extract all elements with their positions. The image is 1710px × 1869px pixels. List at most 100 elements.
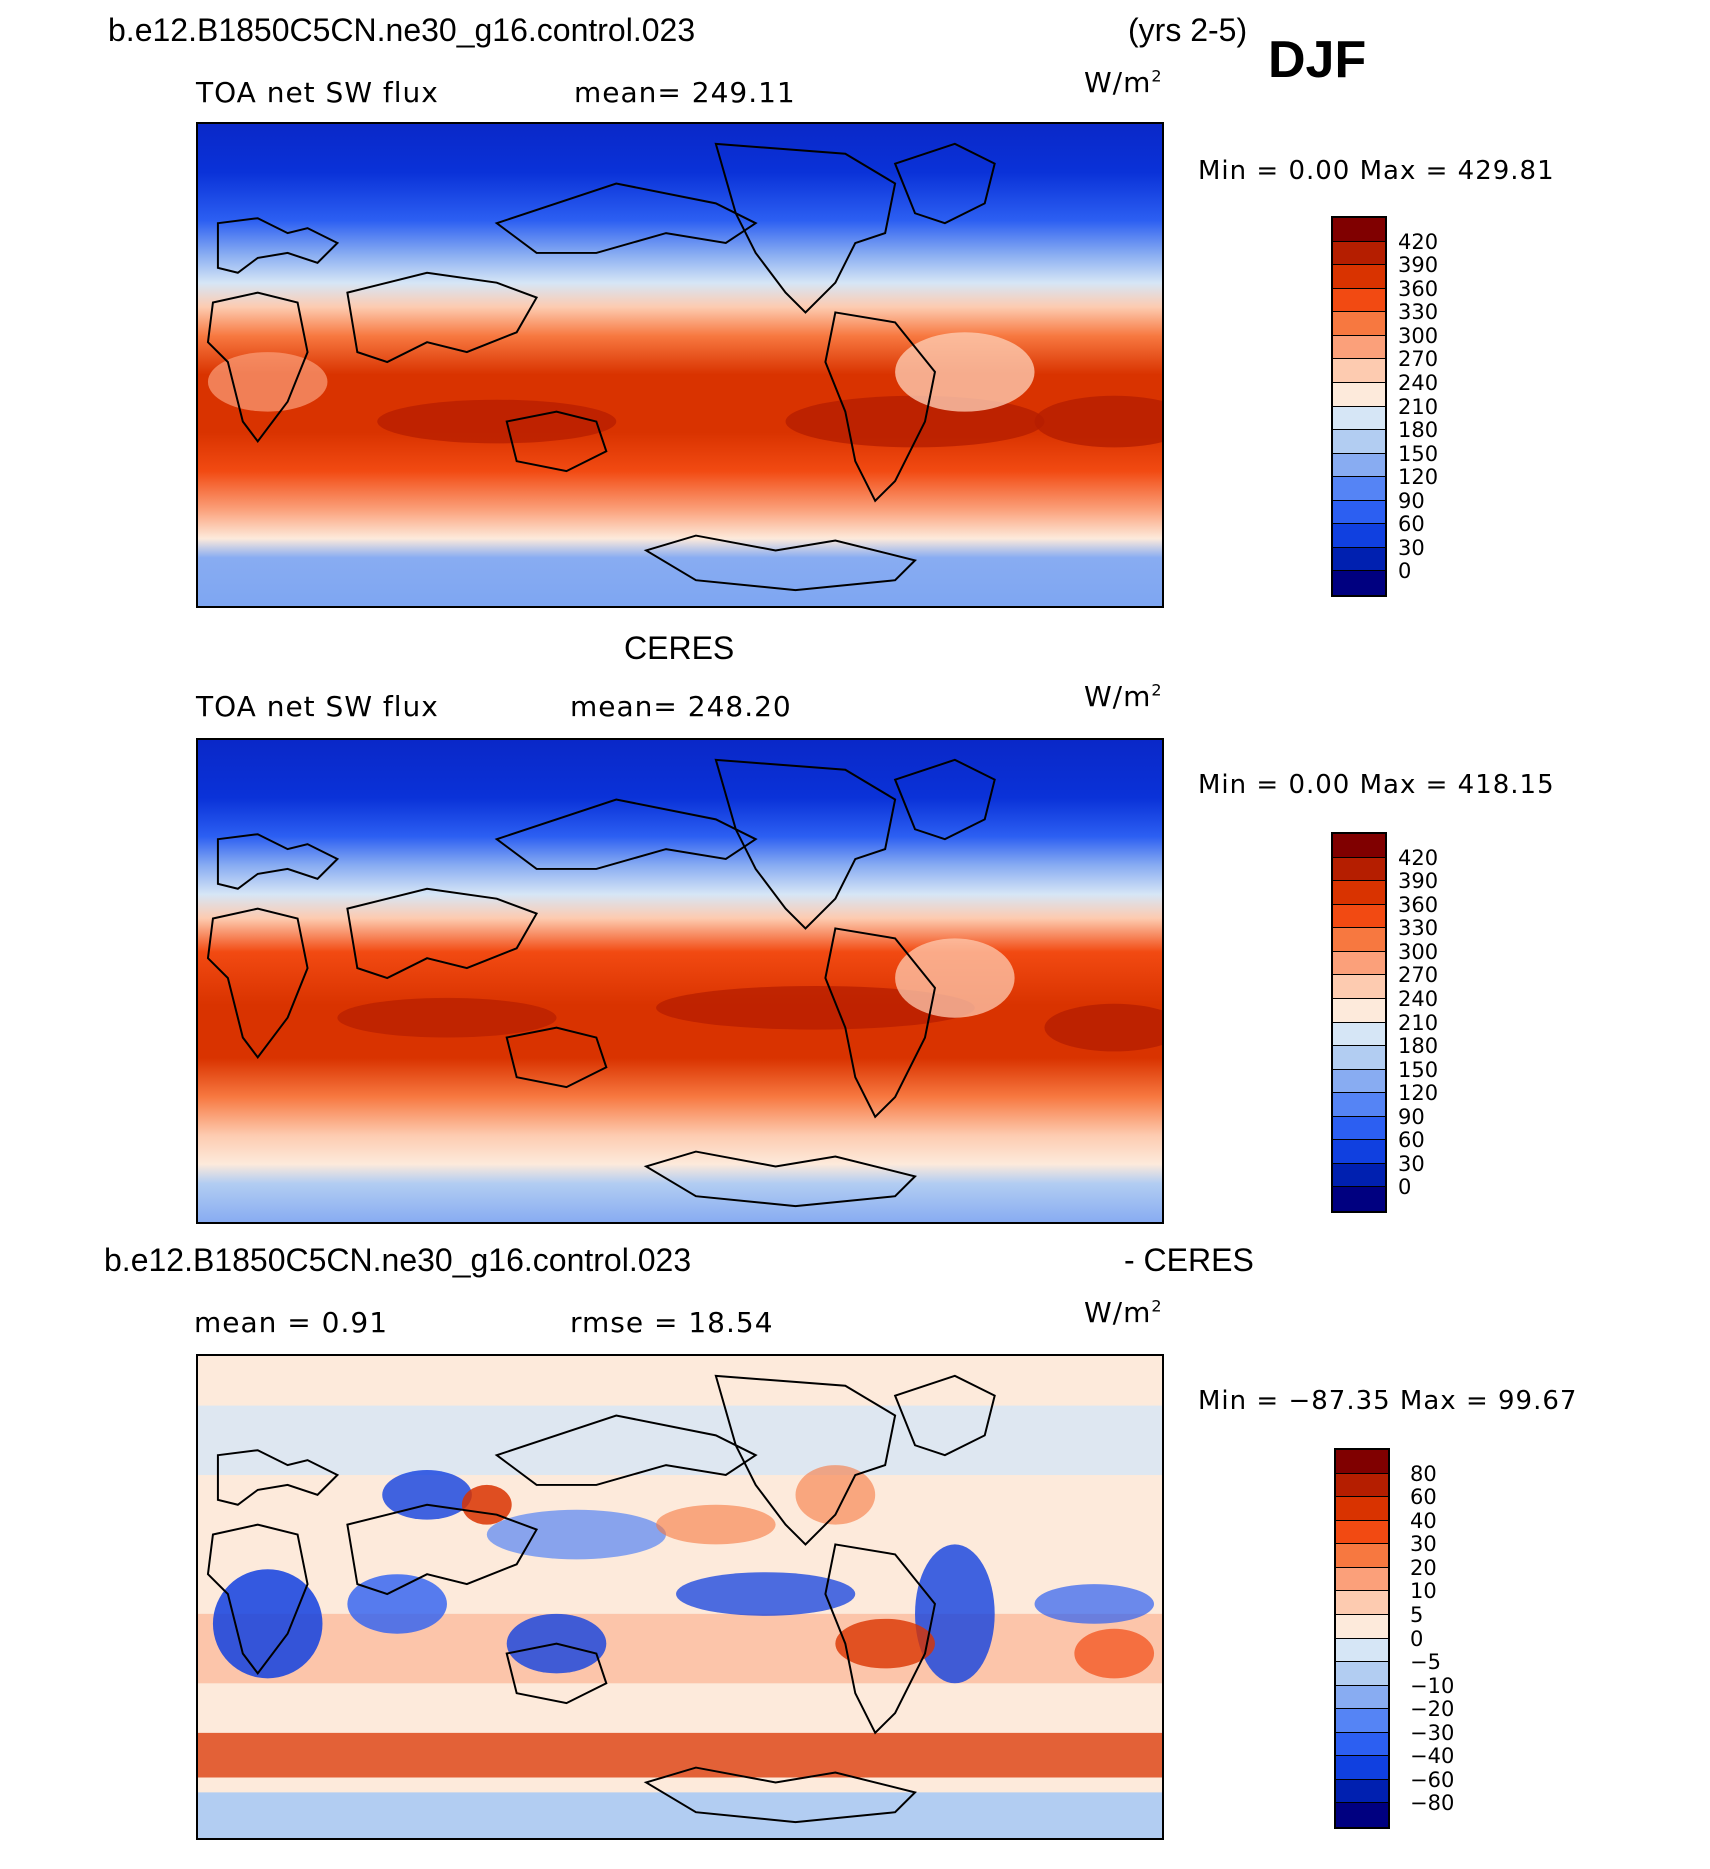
diff-colorbar	[1334, 1448, 1390, 1829]
colorbar-tick-label: 120	[1398, 465, 1439, 490]
case-title: b.e12.B1850C5CN.ne30_g16.control.023	[108, 12, 696, 48]
colorbar-tick-label: 60	[1410, 1485, 1437, 1510]
colorbar-swatch	[1336, 1544, 1388, 1568]
colorbar-swatch	[1336, 1591, 1388, 1615]
colorbar-swatch	[1336, 1638, 1388, 1663]
colorbar-tick-label: −10	[1410, 1673, 1455, 1698]
colorbar-tick-label: −80	[1410, 1791, 1455, 1816]
colorbar-tick-label: 90	[1398, 488, 1425, 513]
units-label: W/m2	[1084, 66, 1163, 99]
colorbar-swatch	[1336, 1473, 1388, 1498]
min-max-label: Min = 0.00 Max = 418.15	[1198, 770, 1555, 800]
colorbar-swatch	[1333, 218, 1385, 242]
colorbar-swatch	[1333, 265, 1385, 289]
colorbar-swatch	[1333, 1116, 1385, 1141]
colorbar-tick-label: 420	[1398, 845, 1439, 870]
colorbar-swatch	[1333, 312, 1385, 336]
colorbar-swatch	[1333, 1046, 1385, 1070]
colorbar-tick-label: 180	[1398, 418, 1439, 443]
colorbar-swatch	[1333, 359, 1385, 383]
units-label: W/m2	[1084, 1296, 1163, 1329]
units-label: W/m2	[1084, 680, 1163, 713]
colorbar-swatch	[1333, 500, 1385, 525]
colorbar-tick-label: 270	[1398, 963, 1439, 988]
min-max-label: Min = 0.00 Max = 429.81	[1198, 156, 1555, 186]
colorbar-swatch	[1336, 1779, 1388, 1804]
colorbar-swatch	[1333, 1163, 1385, 1188]
colorbar-swatch	[1333, 524, 1385, 548]
colorbar-tick-label: 300	[1398, 323, 1439, 348]
colorbar-tick-label: 240	[1398, 986, 1439, 1011]
colorbar-swatch	[1333, 1093, 1385, 1117]
model-map	[196, 122, 1164, 608]
colorbar-swatch	[1333, 1140, 1385, 1164]
diff-contour-field	[198, 1356, 1162, 1838]
colorbar-swatch	[1333, 241, 1385, 266]
colorbar-tick-label: 30	[1398, 1151, 1425, 1176]
colorbar-tick-label: 0	[1398, 1175, 1412, 1200]
colorbar-tick-label: 210	[1398, 394, 1439, 419]
colorbar-swatch	[1336, 1497, 1388, 1521]
colorbar-swatch	[1333, 406, 1385, 431]
colorbar-swatch	[1333, 904, 1385, 929]
obs-colorbar	[1331, 832, 1387, 1213]
model-colorbar	[1331, 216, 1387, 597]
variable-label: TOA net SW flux	[196, 690, 439, 723]
diff-title-right: - CERES	[1124, 1242, 1254, 1278]
colorbar-tick-label: 300	[1398, 939, 1439, 964]
colorbar-tick-label: 360	[1398, 892, 1439, 917]
colorbar-tick-label: 390	[1398, 253, 1439, 278]
colorbar-swatch	[1336, 1614, 1388, 1639]
obs-map	[196, 738, 1164, 1224]
colorbar-tick-label: 60	[1398, 1128, 1425, 1153]
years-label: (yrs 2-5)	[1128, 12, 1248, 48]
colorbar-tick-label: 30	[1410, 1532, 1437, 1557]
min-max-label: Min = −87.35 Max = 99.67	[1198, 1386, 1578, 1416]
colorbar-tick-label: 330	[1398, 916, 1439, 941]
colorbar-swatch	[1333, 453, 1385, 478]
colorbar-tick-label: 90	[1398, 1104, 1425, 1129]
colorbar-tick-label: 20	[1410, 1555, 1437, 1580]
colorbar-swatch	[1336, 1520, 1388, 1545]
obs-contour-field	[198, 740, 1162, 1222]
diff-mean-label: mean = 0.91	[194, 1306, 389, 1339]
mean-label: mean= 248.20	[570, 690, 792, 723]
colorbar-swatch	[1333, 1069, 1385, 1094]
colorbar-swatch	[1333, 571, 1385, 595]
colorbar-tick-label: 150	[1398, 1057, 1439, 1082]
colorbar-tick-label: 270	[1398, 347, 1439, 372]
colorbar-tick-label: −20	[1410, 1697, 1455, 1722]
colorbar-tick-label: 60	[1398, 512, 1425, 537]
colorbar-tick-label: 5	[1410, 1602, 1424, 1627]
colorbar-swatch	[1333, 335, 1385, 360]
colorbar-tick-label: −5	[1410, 1650, 1441, 1675]
colorbar-tick-label: 30	[1398, 535, 1425, 560]
colorbar-tick-label: 390	[1398, 869, 1439, 894]
variable-label: TOA net SW flux	[196, 76, 439, 109]
colorbar-tick-label: 0	[1398, 559, 1412, 584]
mean-label: mean= 249.11	[574, 76, 796, 109]
colorbar-swatch	[1333, 857, 1385, 882]
colorbar-swatch	[1333, 881, 1385, 905]
diff-title-left: b.e12.B1850C5CN.ne30_g16.control.023	[104, 1242, 692, 1278]
colorbar-tick-label: −60	[1410, 1767, 1455, 1792]
colorbar-swatch	[1333, 998, 1385, 1023]
obs-title: CERES	[624, 630, 735, 666]
rmse-label: rmse = 18.54	[570, 1306, 774, 1339]
colorbar-tick-label: 150	[1398, 441, 1439, 466]
colorbar-tick-label: 80	[1410, 1461, 1437, 1486]
colorbar-swatch	[1333, 834, 1385, 858]
colorbar-tick-label: 180	[1398, 1034, 1439, 1059]
colorbar-tick-label: 0	[1410, 1626, 1424, 1651]
colorbar-tick-label: 40	[1410, 1508, 1437, 1533]
colorbar-swatch	[1336, 1803, 1388, 1827]
colorbar-tick-label: 360	[1398, 276, 1439, 301]
colorbar-tick-label: 330	[1398, 300, 1439, 325]
colorbar-swatch	[1333, 430, 1385, 454]
colorbar-tick-label: −30	[1410, 1720, 1455, 1745]
colorbar-swatch	[1336, 1567, 1388, 1592]
colorbar-swatch	[1333, 928, 1385, 952]
colorbar-swatch	[1333, 382, 1385, 407]
colorbar-swatch	[1333, 951, 1385, 976]
colorbar-swatch	[1333, 1187, 1385, 1211]
